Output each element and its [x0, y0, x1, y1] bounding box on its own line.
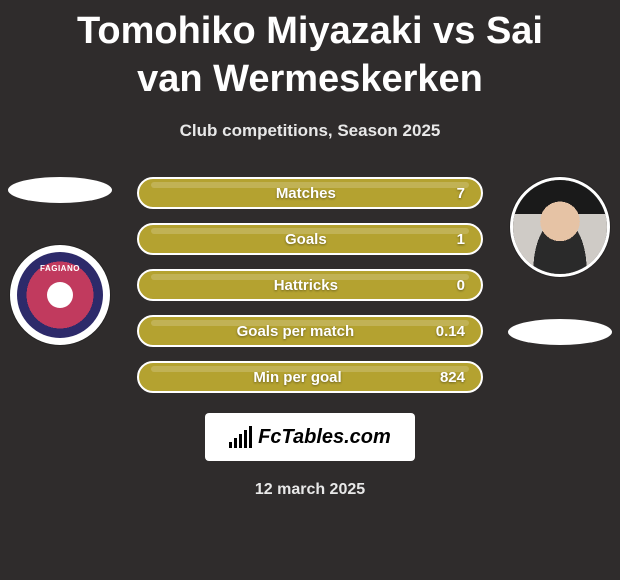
ball-icon — [47, 282, 73, 308]
bars-chart-icon — [229, 426, 252, 448]
fagiano-logo-icon — [17, 252, 103, 338]
stat-pill: Matches7 — [137, 177, 483, 209]
pill-highlight — [151, 320, 469, 326]
snapshot-date: 12 march 2025 — [0, 481, 620, 499]
branding-badge: FcTables.com — [205, 413, 415, 461]
comparison-title: Tomohiko Miyazaki vs Sai van Wermeskerke… — [0, 0, 620, 103]
pill-highlight — [151, 274, 469, 280]
left-club-logo — [10, 245, 110, 345]
stat-pill: Goals1 — [137, 223, 483, 255]
pill-highlight — [151, 182, 469, 188]
left-placeholder-oval — [8, 177, 112, 203]
branding-label: FcTables.com — [258, 426, 391, 449]
right-player-column — [508, 177, 612, 345]
right-placeholder-oval — [508, 319, 612, 345]
left-player-column — [8, 177, 112, 345]
season-subtitle: Club competitions, Season 2025 — [0, 121, 620, 141]
right-player-photo — [510, 177, 610, 277]
pill-highlight — [151, 228, 469, 234]
stat-pill: Min per goal824 — [137, 361, 483, 393]
stats-list: Matches7 Goals1 Hattricks0 Goals per match0… — [137, 177, 483, 407]
pill-highlight — [151, 366, 469, 372]
comparison-main: Matches7 Goals1 Hattricks0 Goals per match0… — [0, 177, 620, 407]
stat-pill: Goals per match0.14 — [137, 315, 483, 347]
player-photo-icon — [513, 180, 607, 274]
stat-pill: Hattricks0 — [137, 269, 483, 301]
